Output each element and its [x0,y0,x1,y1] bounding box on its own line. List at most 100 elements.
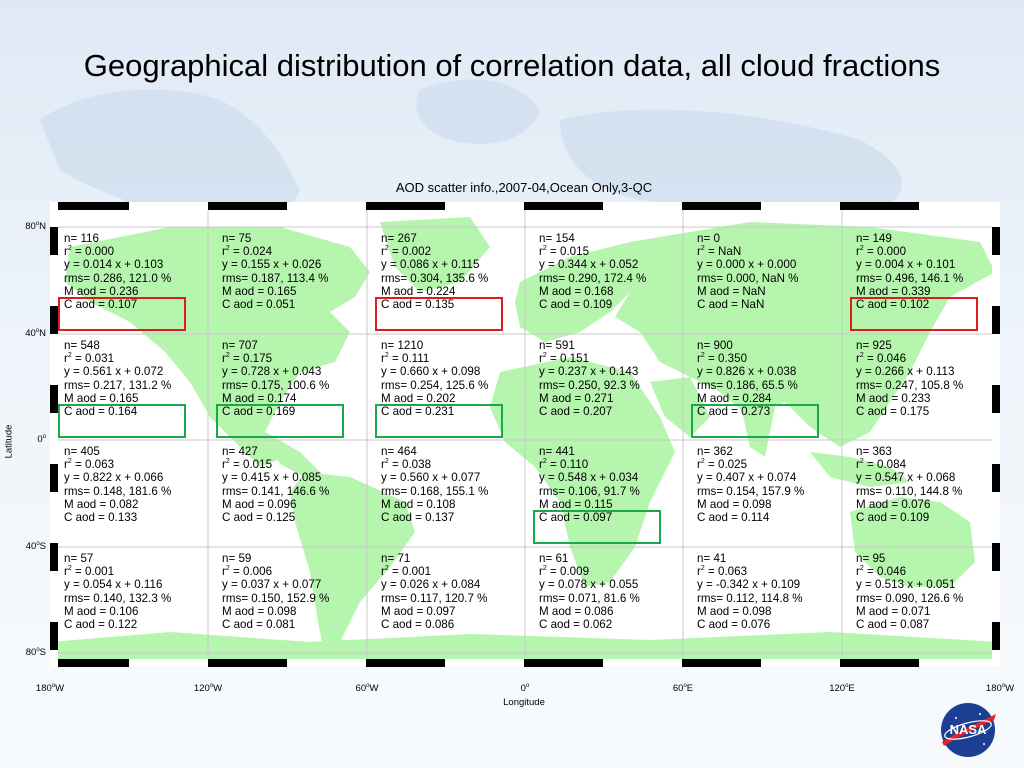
sample-count: n= 1210 [381,339,424,352]
sample-count: n= 57 [64,552,94,565]
m-aod: M aod = 0.108 [381,497,456,511]
c-aod: C aod = 0.114 [697,511,770,525]
grid-cell: n= 464 r2 = 0.038 y = 0.560 x + 0.077 rms= … [367,440,526,547]
rms-value: rms= 0.148, 181.6 % [64,484,172,498]
x-tick-label: 0o [520,682,530,694]
sample-count: n= 75 [222,232,252,245]
m-aod: M aod = 0.174 [222,391,297,405]
r-squared-value: = 0.046 [867,565,907,579]
rms-value: rms= 0.168, 155.1 % [381,484,489,498]
grid-cell: n= 900 r2 = 0.350 y = 0.826 x + 0.038 rms= … [683,334,842,441]
r-squared: r2 = 0.084 [856,458,907,472]
sample-count: n= 925 [856,339,892,352]
regression-fit: y = 0.415 x + 0.085 [222,471,322,485]
c-aod: C aod = 0.135 [381,298,455,312]
m-aod: M aod = 0.098 [222,604,297,618]
x-tick-label: 120oW [193,682,223,694]
africa-shape [490,357,675,587]
grid-cell: n= 95 r2 = 0.046 y = 0.513 x + 0.051 rms= 0… [842,547,1000,654]
c-aod: C aod = 0.097 [539,511,613,525]
sample-count: n= 591 [539,339,575,352]
regression-fit: y = 0.560 x + 0.077 [381,471,481,485]
c-aod: C aod = 0.122 [64,618,138,632]
x-axis-label: Longitude [503,697,545,708]
r-squared: r2 = 0.350 [697,352,748,366]
sample-count: n= 0 [697,232,720,245]
regression-fit: y = 0.237 x + 0.143 [539,365,639,379]
sample-count: n= 59 [222,552,252,565]
rms-value: rms= 0.110, 144.8 % [856,484,963,498]
c-aod: C aod = 0.125 [222,511,296,525]
grid-cell: n= 61 r2 = 0.009 y = 0.078 x + 0.055 rms= 0… [525,547,684,654]
grid-cell: n= 363 r2 = 0.084 y = 0.547 x + 0.068 rms= … [842,440,1000,547]
r-squared: r2 = 0.000 [64,245,115,259]
svg-text:NASA: NASA [950,722,987,737]
c-aod: C aod = 0.175 [856,405,930,419]
c-aod: C aod = 0.087 [856,618,930,632]
y-tick-label: 80oN [25,220,46,232]
regression-fit: y = 0.086 x + 0.115 [381,258,480,272]
regression-fit: y = 0.407 x + 0.074 [697,471,797,485]
regression-fit: y = 0.054 x + 0.116 [64,578,163,592]
m-aod: M aod = 0.115 [539,497,613,511]
regression-fit: y = 0.266 x + 0.113 [856,365,955,379]
south-america-shape [290,472,415,657]
c-aod: C aod = 0.169 [222,405,296,419]
m-aod: M aod = 0.098 [697,604,772,618]
regression-fit: y = 0.078 x + 0.055 [539,578,639,592]
m-aod: M aod = 0.236 [64,284,139,298]
r-squared: r2 = 0.046 [856,565,907,579]
grid-cell: n= 71 r2 = 0.001 y = 0.026 x + 0.084 rms= 0… [367,547,526,654]
grid-cell: n= 925 r2 = 0.046 y = 0.266 x + 0.113 rms= … [842,334,1000,441]
sample-count: n= 154 [539,232,575,245]
grid-cell: n= 548 r2 = 0.031 y = 0.561 x + 0.072 rms= … [50,334,209,441]
c-aod: C aod = 0.164 [64,405,138,419]
r-squared-value: = 0.009 [550,565,590,579]
sample-count: n= 707 [222,339,258,352]
m-aod: M aod = 0.224 [381,284,456,298]
r-squared: r2 = 0.111 [381,352,430,366]
m-aod: M aod = 0.076 [856,497,931,511]
rms-value: rms= 0.000, NaN % [697,271,799,285]
r-squared: r2 = 0.000 [856,245,907,259]
grid-cell: n= 707 r2 = 0.175 y = 0.728 x + 0.043 rms= … [208,334,367,441]
greenland-shape [380,217,490,292]
r-squared: r2 = 0.009 [539,565,590,579]
r-squared: r2 = 0.110 [539,458,589,472]
sample-count: n= 116 [64,232,99,245]
m-aod: M aod = 0.165 [64,391,139,405]
m-aod: M aod = 0.339 [856,284,931,298]
r-squared-value: = 0.038 [392,458,432,472]
sample-count: n= 41 [697,552,727,565]
regression-fit: y = 0.155 x + 0.026 [222,258,322,272]
m-aod: M aod = 0.086 [539,604,614,618]
x-tick-label: 180oW [985,682,1015,694]
c-aod: C aod = 0.051 [222,298,296,312]
southeast-asia-islands-shape [810,452,910,487]
x-tick-label: 60oW [355,682,379,694]
m-aod: M aod = 0.082 [64,497,139,511]
sample-count: n= 95 [856,552,886,565]
rms-value: rms= 0.154, 157.9 % [697,484,805,498]
map-plot-area: n= 116 r2 = 0.000 y = 0.014 x + 0.103 rms= … [50,202,1000,667]
rms-value: rms= 0.304, 135.6 % [381,271,489,285]
y-tick-label: 40oS [25,540,46,552]
c-aod: C aod = 0.231 [381,405,455,419]
r-squared-value: = 0.063 [708,565,748,579]
regression-fit: y = 0.826 x + 0.038 [697,365,797,379]
regression-fit: y = 0.513 x + 0.051 [856,578,956,592]
grid-cell: n= 59 r2 = 0.006 y = 0.037 x + 0.077 rms= 0… [208,547,367,654]
m-aod: M aod = NaN [697,284,766,298]
x-tick-label: 120oE [829,682,855,694]
r-squared-value: = 0.151 [550,352,590,366]
c-aod: C aod = 0.062 [539,618,613,632]
r-squared: r2 = 0.015 [222,458,273,472]
r-squared-value: = 0.001 [392,565,432,579]
rms-value: rms= 0.141, 146.6 % [222,484,330,498]
c-aod: C aod = 0.133 [64,511,138,525]
r-squared-value: = 0.046 [867,352,907,366]
r-squared: r2 = 0.001 [381,565,432,579]
australia-shape [850,497,975,587]
sample-count: n= 71 [381,552,411,565]
c-aod: C aod = 0.107 [64,298,138,312]
